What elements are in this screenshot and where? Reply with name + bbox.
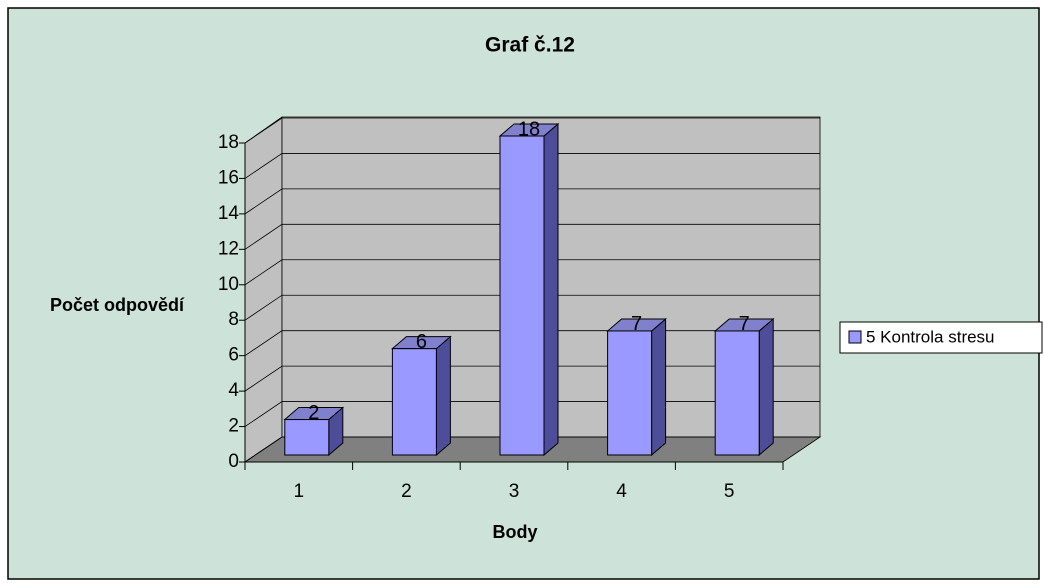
bar	[499, 135, 545, 456]
legend-swatch	[848, 330, 862, 344]
y-tick-label: 18	[218, 132, 239, 153]
side-wall	[244, 116, 283, 463]
y-tick-label: 0	[228, 451, 239, 472]
x-tick-label: 5	[724, 481, 735, 502]
x-tick-label: 1	[294, 481, 305, 502]
x-axis-title: Body	[493, 522, 538, 542]
bar-side	[543, 122, 559, 457]
y-axis-title: Počet odpovědí	[50, 295, 185, 315]
x-tick-label: 3	[509, 481, 520, 502]
data-label: 6	[416, 331, 427, 353]
y-tick-label: 10	[218, 274, 239, 295]
data-label: 7	[631, 313, 642, 335]
grid-line	[244, 153, 820, 179]
chart-title: Graf č.12	[485, 34, 575, 57]
legend-label: 5 Kontrola stresu	[866, 327, 995, 346]
y-tick-label: 8	[228, 309, 239, 330]
bar-side	[651, 317, 667, 457]
grid-line	[244, 223, 820, 250]
y-tick-label: 14	[218, 203, 240, 224]
legend	[839, 321, 1043, 354]
grid-line	[244, 259, 820, 286]
data-label: 18	[518, 118, 540, 140]
data-label: 7	[739, 313, 750, 335]
x-tick-label: 4	[616, 481, 627, 502]
grid-line	[244, 188, 820, 215]
y-tick-label: 2	[228, 416, 239, 437]
bar	[391, 348, 437, 456]
bar-side	[435, 335, 451, 457]
bar-side	[758, 317, 774, 457]
bar	[284, 419, 330, 456]
y-tick-label: 16	[218, 167, 239, 188]
grid-line	[244, 117, 820, 144]
bar	[714, 330, 760, 456]
data-label: 2	[308, 402, 319, 424]
y-tick-label: 12	[218, 238, 239, 259]
x-tick-label: 2	[401, 481, 412, 502]
y-tick-label: 6	[228, 345, 239, 366]
grid-line	[244, 294, 820, 321]
bar	[607, 330, 653, 456]
y-tick-label: 4	[228, 380, 239, 401]
